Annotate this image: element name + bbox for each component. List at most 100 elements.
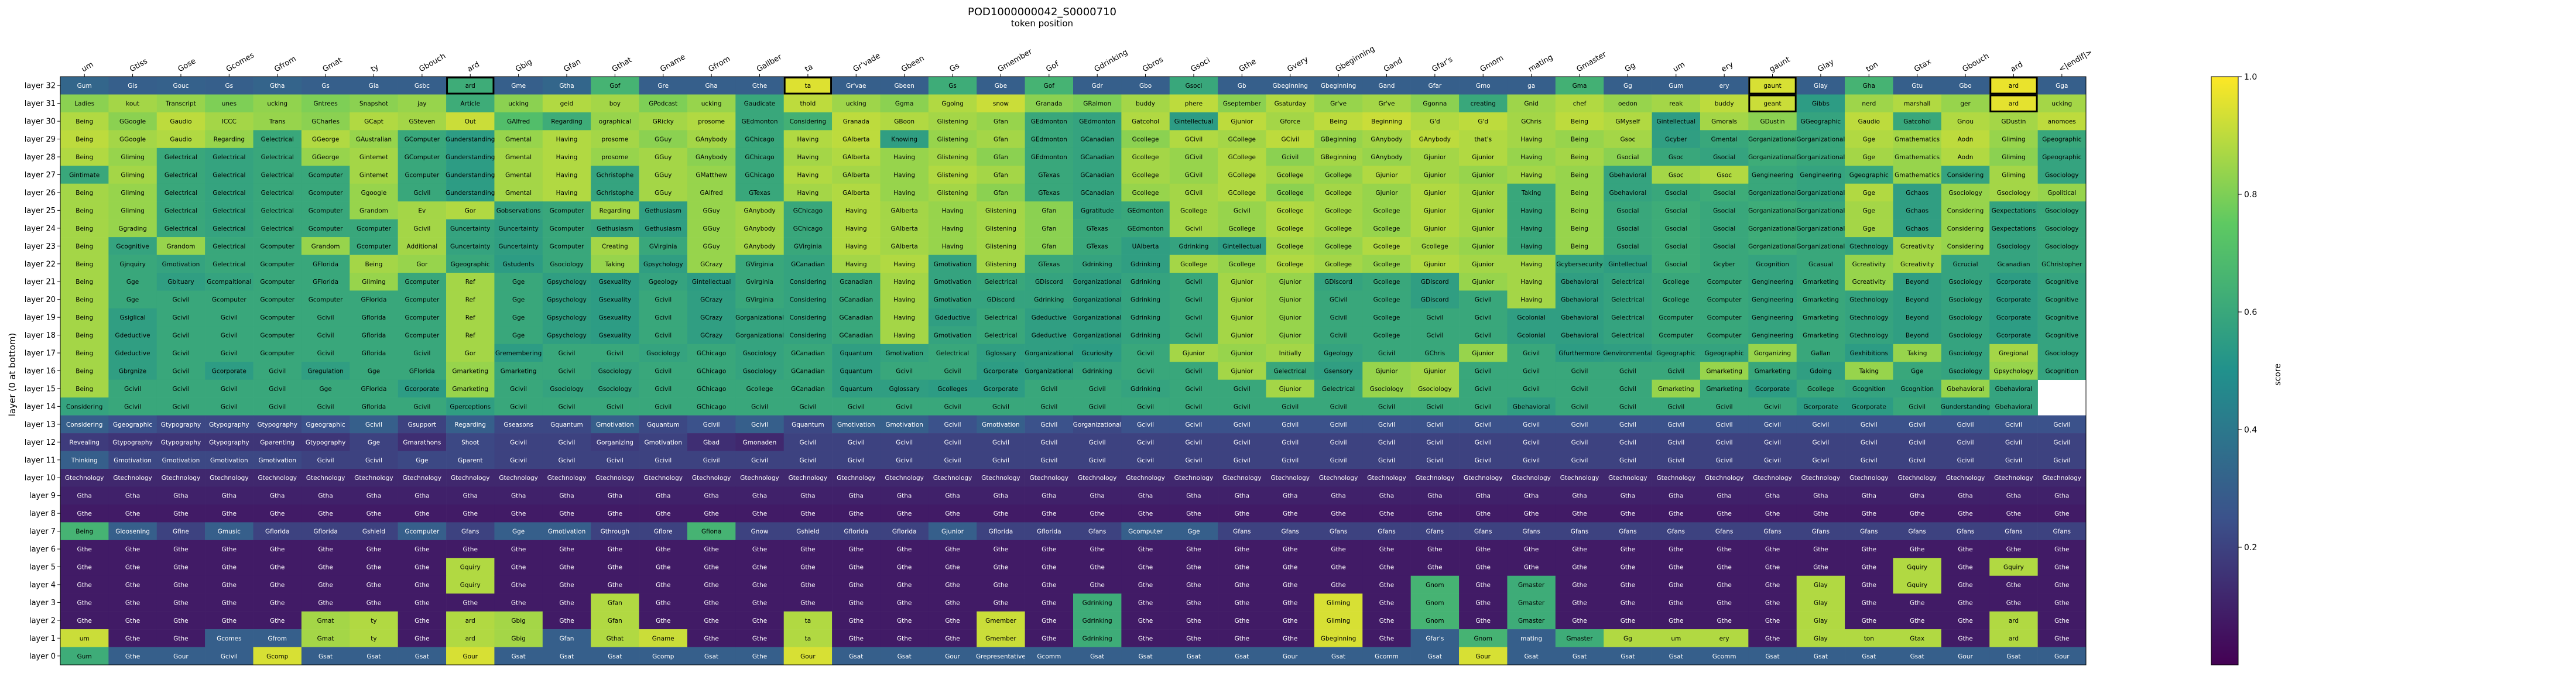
heatmap-cell [1169, 147, 1218, 166]
cell-label: that's [1474, 136, 1492, 143]
heatmap-cell [1700, 147, 1749, 166]
heatmap-cell [1652, 362, 1701, 380]
cell-label: Gobservations [496, 207, 541, 214]
heatmap-cell [1845, 255, 1893, 273]
cell-label: Gthe [415, 546, 429, 553]
heatmap-cell [350, 219, 398, 238]
cell-label: Gour [800, 653, 816, 660]
heatmap-cell [1700, 77, 1749, 95]
cell-label: Gthe [1138, 546, 1153, 553]
cell-label: Gorganizational [1797, 243, 1845, 250]
cell-label: Transcript [165, 101, 196, 108]
cell-label: Gmat [317, 635, 334, 642]
heatmap-cell [1314, 183, 1363, 202]
cell-label: Gthe [897, 599, 912, 606]
cell-label: Gs [225, 83, 234, 90]
heatmap-cell [639, 77, 688, 95]
heatmap-cell [1604, 94, 1652, 113]
heatmap-cell [1266, 147, 1315, 166]
heatmap-cell [591, 344, 639, 362]
cell-label: Gsexuality [599, 314, 631, 321]
cell-label: Gtha [1283, 493, 1297, 500]
cell-label: Gthe [945, 635, 960, 642]
cell-label: Gthe [897, 617, 912, 624]
heatmap-cell [108, 77, 157, 95]
cell-label: Being [76, 243, 93, 250]
heatmap-cell [880, 219, 929, 238]
cell-label: Gelectrical [1611, 279, 1644, 286]
cell-label: Gcivil [1764, 403, 1781, 410]
cell-label: Gcivil [848, 439, 865, 446]
cell-label: GCanadian [791, 261, 825, 268]
heatmap-cell [1748, 379, 1797, 398]
heatmap-cell [205, 362, 254, 380]
cell-label: Gthe [1042, 617, 1056, 624]
heatmap-cell [108, 326, 157, 345]
cell-label: Gsocial [1616, 207, 1639, 214]
cell-label: Gthe [1621, 599, 1635, 606]
cell-label: Gthe [1042, 635, 1056, 642]
heatmap-cell [1652, 290, 1701, 309]
cell-label: Gorganizing [1754, 350, 1791, 357]
cell-label: Gtechnology [403, 475, 441, 482]
cell-label: Gorganizational [735, 314, 784, 321]
heatmap-cell [591, 147, 639, 166]
cell-label: Gmotivation [934, 261, 972, 268]
cell-label: Gjunior [1472, 225, 1495, 232]
heatmap-cell [350, 344, 398, 362]
heatmap-cell [1700, 326, 1749, 345]
heatmap-cell [60, 112, 109, 131]
heatmap-cell [350, 255, 398, 273]
cell-label: Gorganizational [1073, 421, 1122, 428]
cell-label: Gthe [849, 599, 864, 606]
cell-label: Gcivil [1426, 457, 1443, 464]
heatmap-cell [398, 219, 447, 238]
cell-label: GTexas [1087, 243, 1108, 250]
heatmap-cell [1796, 344, 1845, 362]
heatmap-cell [156, 362, 205, 380]
cell-label: Gcivil [2005, 439, 2022, 446]
cell-label: Gntrees [313, 101, 337, 108]
heatmap-cell [1410, 77, 1460, 95]
cell-label: Gcivil [1667, 403, 1684, 410]
cell-label: Gtechnology [1367, 475, 1406, 482]
cell-label: Gflorida [892, 529, 917, 536]
cell-label: Gmotivation [162, 261, 200, 268]
cell-label: GAlberta [842, 136, 869, 143]
heatmap-cell [398, 308, 447, 327]
cell-label: Gthe [415, 564, 429, 571]
cell-label: Gorganizational [1073, 332, 1122, 339]
cell-label: Gcomputer [1659, 314, 1693, 321]
cell-label: Gtha [945, 493, 960, 500]
heatmap-cell [301, 147, 350, 166]
cell-label: Gcollege [1373, 225, 1400, 232]
cell-label: Gfans [1667, 529, 1685, 536]
cell-label: Having [1520, 136, 1542, 143]
cell-label: Gtechnology [1030, 475, 1068, 482]
cell-label: Gcomputer [212, 297, 246, 304]
cell-label: GBeginning [1321, 154, 1356, 161]
heatmap-cell [60, 201, 109, 219]
cell-label: Gmotivation [934, 332, 972, 339]
cell-label: Gthe [77, 582, 92, 589]
heatmap-cell [60, 77, 109, 95]
cell-label: Gflorida [362, 350, 386, 357]
cell-label: GGoogle [119, 118, 146, 125]
heatmap-cell [832, 112, 881, 131]
cell-label: Gthe [1765, 546, 1780, 553]
cell-label: Gcomputer [405, 314, 439, 321]
heatmap-cell [494, 77, 543, 95]
heatmap-cell [60, 166, 109, 184]
heatmap-cell [1459, 255, 1508, 273]
heatmap-cell [1459, 344, 1508, 362]
cell-label: Gsocial [1713, 225, 1735, 232]
cell-label: Gtha [1379, 493, 1394, 500]
heatmap-cell [687, 94, 736, 113]
cell-label: Gelectrical [213, 261, 245, 268]
cell-label: Gcomputer [260, 332, 294, 339]
heatmap-cell [735, 112, 785, 131]
cell-label: GPodcast [649, 101, 677, 108]
cell-label: Gcomputer [1659, 332, 1693, 339]
heatmap-cell [1700, 94, 1749, 113]
heatmap-cell [2037, 201, 2087, 219]
